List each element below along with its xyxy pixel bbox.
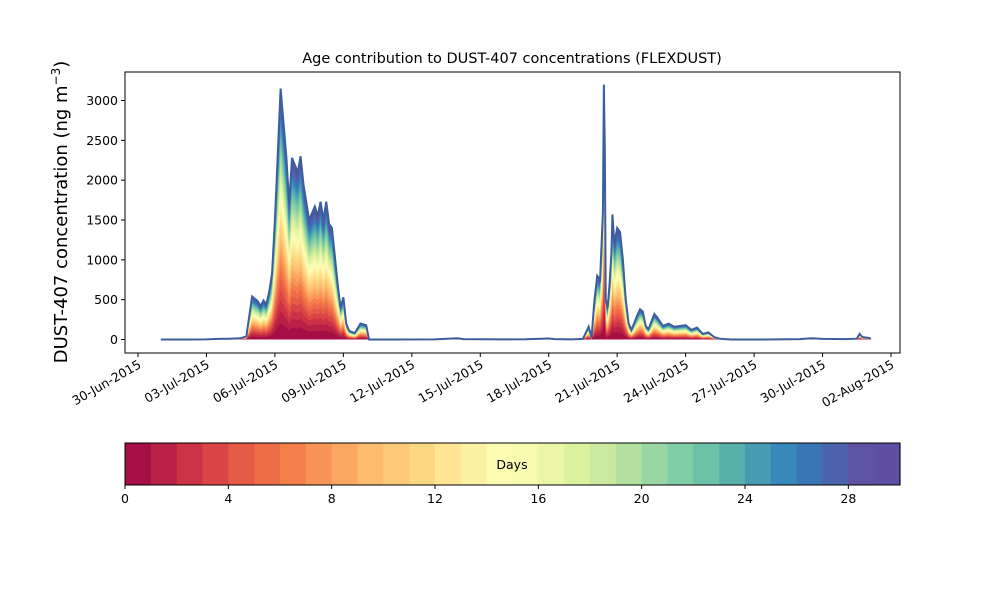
y-axis-label-exponent: −3 — [49, 68, 63, 86]
age-band-area — [160, 133, 872, 340]
colorbar-tick-label: 28 — [840, 491, 856, 506]
colorbar-tick-label: 16 — [530, 491, 546, 506]
colorbar-segment — [150, 443, 178, 485]
colorbar-tick-label: 0 — [121, 491, 129, 506]
age-band-area — [160, 147, 872, 340]
colorbar-frame — [124, 442, 901, 486]
x-tick-label: 30-Jun-2015 — [69, 357, 143, 408]
colorbar-segment — [409, 443, 436, 485]
colorbar-segment — [331, 443, 359, 485]
plot-frame — [124, 71, 901, 354]
colorbar-segment — [874, 443, 901, 485]
y-tick-label: 3000 — [86, 93, 118, 108]
colorbar-segment — [305, 443, 333, 485]
colorbar-tick-label: 24 — [737, 491, 753, 506]
x-axis: 30-Jun-201503-Jul-201506-Jul-201509-Jul-… — [69, 353, 897, 410]
colorbar-segment — [848, 443, 875, 485]
x-tick-label: 15-Jul-2015 — [415, 357, 485, 406]
colorbar-tick-label: 20 — [634, 491, 650, 506]
colorbar-segment — [435, 443, 462, 485]
colorbar-segment — [357, 443, 384, 485]
age-band-area — [160, 233, 872, 340]
colorbar-segment — [125, 443, 152, 485]
y-tick-label: 1500 — [86, 213, 118, 228]
colorbar-segment — [460, 443, 488, 485]
x-tick-label: 12-Jul-2015 — [347, 357, 417, 406]
colorbar-tick-label: 4 — [224, 491, 232, 506]
colorbar-segment — [770, 443, 798, 485]
age-band-area — [160, 310, 872, 340]
x-tick-label: 21-Jul-2015 — [552, 357, 622, 406]
y-axis-label-text: DUST-407 concentration (ng m — [51, 85, 72, 363]
age-band-area — [160, 126, 872, 340]
colorbar-segment — [228, 443, 255, 485]
x-tick-label: 30-Jul-2015 — [758, 357, 828, 406]
age-band-area — [160, 155, 872, 340]
colorbar-tick-label: 12 — [427, 491, 443, 506]
colorbar-segment — [667, 443, 694, 485]
colorbar-segment — [564, 443, 591, 485]
y-axis-label: DUST-407 concentration (ng m−3) — [49, 61, 72, 364]
x-tick-label: 09-Jul-2015 — [279, 357, 349, 406]
y-axis-label-close: ) — [51, 61, 72, 68]
colorbar-segment — [693, 443, 720, 485]
total-concentration-line — [160, 84, 872, 341]
age-band-area — [160, 193, 872, 340]
colorbar-label: Days — [496, 457, 527, 472]
colorbar: 0 4 8 12 16 20 24 28 — [121, 442, 901, 506]
y-tick-label: 2000 — [86, 173, 118, 188]
colorbar-segment — [280, 443, 307, 485]
y-tick-label: 500 — [94, 292, 118, 307]
colorbar-segment — [641, 443, 669, 485]
colorbar-segment — [538, 443, 565, 485]
age-band-area — [160, 185, 872, 340]
colorbar-segment — [590, 443, 617, 485]
x-tick-label: 03-Jul-2015 — [142, 357, 212, 406]
chart-title: Age contribution to DUST-407 concentrati… — [302, 51, 722, 67]
age-band-area — [160, 200, 872, 340]
age-contribution-areas — [160, 84, 872, 340]
y-tick-label: 0 — [110, 332, 118, 347]
colorbar-segment — [615, 443, 643, 485]
colorbar-segment — [512, 443, 539, 485]
age-band-area — [160, 225, 872, 340]
age-band-area — [160, 242, 872, 340]
y-tick-label: 1000 — [86, 252, 118, 267]
colorbar-segment — [796, 443, 824, 485]
x-tick-label: 02-Aug-2015 — [819, 357, 897, 410]
colorbar-segment — [176, 443, 204, 485]
colorbar-segment — [202, 443, 229, 485]
y-axis: 0 500 1000 1500 2000 2500 3000 — [86, 93, 125, 347]
x-tick-label: 06-Jul-2015 — [210, 357, 280, 406]
age-band-area — [160, 250, 872, 340]
x-tick-label: 18-Jul-2015 — [484, 357, 554, 406]
colorbar-segment — [745, 443, 772, 485]
colorbar-segment — [486, 443, 514, 485]
y-tick-label: 2500 — [86, 133, 118, 148]
colorbar-segment — [383, 443, 410, 485]
colorbar-tick-label: 8 — [328, 491, 336, 506]
age-band-area — [160, 170, 872, 340]
age-band-area — [160, 162, 872, 340]
colorbar-segment — [719, 443, 746, 485]
x-tick-label: 27-Jul-2015 — [689, 357, 759, 406]
colorbar-segment — [254, 443, 281, 485]
age-band-area — [160, 208, 872, 340]
colorbar-segment — [822, 443, 849, 485]
age-band-area — [160, 299, 872, 340]
age-band-area — [160, 322, 872, 340]
x-tick-label: 24-Jul-2015 — [621, 357, 691, 406]
age-band-area — [160, 140, 872, 340]
age-band-area — [160, 217, 872, 340]
age-band-area — [160, 177, 872, 340]
